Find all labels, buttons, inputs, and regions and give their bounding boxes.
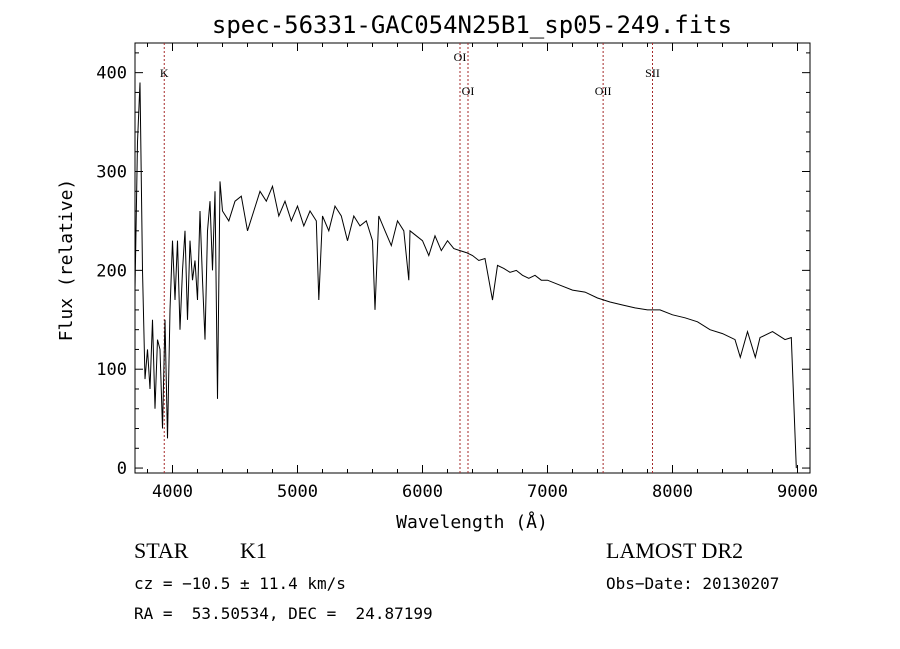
x-tick-label: 5000 — [277, 482, 318, 502]
object-class: STAR — [134, 538, 189, 563]
observation-date: Obs−Date: 20130207 — [606, 574, 780, 593]
redshift-velocity: cz = −10.5 ± 11.4 km/s — [134, 574, 346, 593]
x-tick-label: 7000 — [527, 482, 568, 502]
object-subclass: K1 — [240, 538, 267, 563]
x-tick-label: 4000 — [152, 482, 193, 502]
plot-frame — [134, 42, 811, 474]
x-tick-label: 9000 — [777, 482, 818, 502]
spectral-line-label: OI — [462, 84, 475, 98]
spectral-line-label: K — [160, 66, 169, 80]
chart-title: spec-56331-GAC054N25B1_sp05-249.fits — [212, 11, 732, 39]
x-tick-label: 6000 — [402, 482, 443, 502]
y-tick-label: 200 — [96, 261, 127, 281]
y-tick-label: 400 — [96, 64, 127, 84]
survey-name: LAMOST DR2 — [606, 538, 744, 563]
spectrum-chart: spec-56331-GAC054N25B1_sp05-249.fits K OI… — [56, 11, 818, 533]
y-tick-label: 100 — [96, 360, 127, 380]
coordinates: RA = 53.50534, DEC = 24.87199 — [134, 604, 433, 623]
y-tick-label: 0 — [117, 459, 127, 479]
spectral-line-label: SII — [645, 66, 660, 80]
spectral-line-label: OII — [595, 84, 612, 98]
plot-area: K OI OI OII SII 4000 5000 6000 7000 8000 9000 0 100 2… — [96, 42, 818, 502]
x-axis-label: Wavelength (Å) — [396, 511, 548, 533]
spectral-line-label: OI — [454, 50, 467, 64]
spectrum-line — [134, 82, 797, 469]
y-axis-label: Flux (relative) — [56, 179, 77, 342]
x-tick-label: 8000 — [652, 482, 693, 502]
y-tick-label: 300 — [96, 163, 127, 183]
